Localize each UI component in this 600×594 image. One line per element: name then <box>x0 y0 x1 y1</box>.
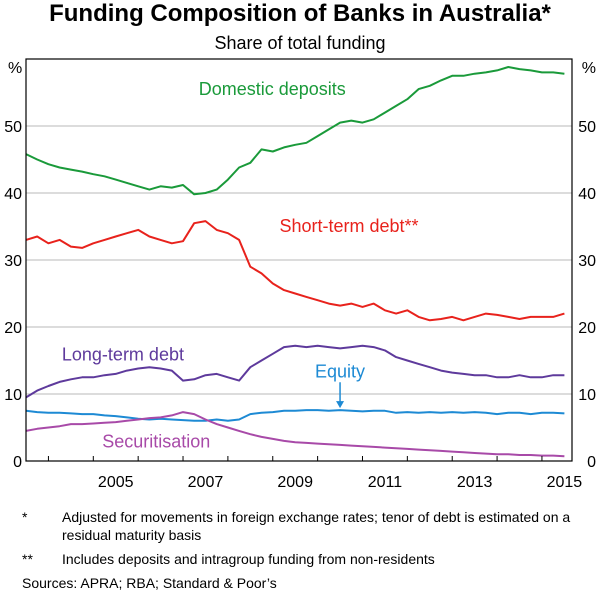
chart-subtitle: Share of total funding <box>214 33 386 53</box>
series-line-securitisation <box>25 411 565 458</box>
y-tick-label-right-20: 20 <box>578 320 596 337</box>
footnote-2-text: Includes deposits and intragroup funding… <box>62 551 435 567</box>
y-tick-label-right-30: 30 <box>578 253 596 270</box>
equity-arrow-head <box>336 401 345 409</box>
series-labels: Domestic deposits Short-term debt** Long-t… <box>62 79 419 451</box>
annotation-securitisation: Securitisation <box>102 432 210 452</box>
plot-frame <box>25 58 573 462</box>
series-line-short-term-debt <box>25 220 565 322</box>
y-tick-label-right-40: 40 <box>578 186 596 203</box>
y-tick-label-left-40: 40 <box>4 186 22 203</box>
footnotes: * Adjusted for movements in foreign exch… <box>0 508 600 592</box>
annotation-equity: Equity <box>315 361 365 381</box>
series-line-equity <box>25 409 565 422</box>
footnote-2: ** Includes deposits and intragroup fund… <box>0 550 600 568</box>
y-tick-label-right-50: 50 <box>578 119 596 136</box>
x-tick-label-2009: 2009 <box>277 474 313 491</box>
chart-title: Funding Composition of Banks in Australi… <box>49 0 551 27</box>
annotation-long-term-debt: Long-term debt <box>62 345 184 365</box>
footnote-1: * Adjusted for movements in foreign exch… <box>0 508 600 544</box>
annotation-short-term-debt: Short-term debt** <box>279 216 418 236</box>
left-unit-label: % <box>8 60 22 77</box>
footnote-1-mark: * <box>22 509 28 525</box>
series-line-domestic-deposits <box>25 66 565 196</box>
y-tick-label-left-30: 30 <box>4 253 22 270</box>
right-unit-label: % <box>582 60 596 77</box>
y-tick-label-right-10: 10 <box>578 387 596 404</box>
y-tick-label-left-10: 10 <box>4 387 22 404</box>
sources-line: Sources: APRA; RBA; Standard & Poor’s <box>22 575 277 591</box>
x-tick-label-2011: 2011 <box>368 474 403 491</box>
footnote-2-mark: ** <box>22 551 33 567</box>
y-tick-label-right-0: 0 <box>587 454 596 471</box>
x-tick-label-2013: 2013 <box>457 474 493 491</box>
series-line-long-term-debt <box>25 344 565 399</box>
x-tick-label-2007: 2007 <box>188 474 224 491</box>
footnote-1-text: Adjusted for movements in foreign exchan… <box>62 509 571 543</box>
y-tick-label-left-0: 0 <box>13 454 22 471</box>
line-chart: Domestic deposits Short-term debt** Long-t… <box>4 58 596 491</box>
series-lines <box>25 66 565 458</box>
annotation-domestic-deposits: Domestic deposits <box>199 79 346 99</box>
gridlines <box>26 125 572 395</box>
x-tick-label-2015: 2015 <box>547 474 583 491</box>
y-tick-label-left-50: 50 <box>4 119 22 136</box>
axis-ticks: 0 0 10 10 20 20 30 30 40 40 50 50 2005 2007 2009 2011 20… <box>4 119 596 491</box>
y-tick-label-left-20: 20 <box>4 320 22 337</box>
x-tick-label-2005: 2005 <box>98 474 134 491</box>
